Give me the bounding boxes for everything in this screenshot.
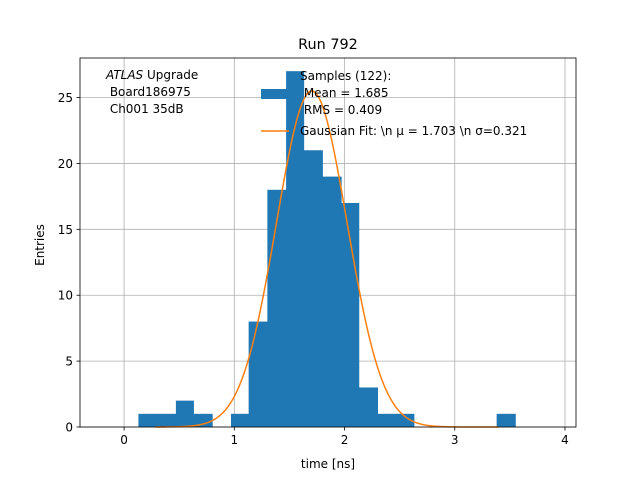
annotation-upgrade: Upgrade [143,68,198,82]
legend-samples-line-2: Mean = 1.685 [300,86,389,100]
x-tick-label: 2 [341,433,349,447]
x-tick-label: 1 [230,433,238,447]
histogram-bar [358,387,378,427]
legend-samples-line-1: Samples (122): [300,69,391,83]
x-tick-label: 4 [561,433,569,447]
legend-samples-line-3: RMS = 0.409 [300,103,382,117]
annotation-atlas: ATLAS [105,68,144,82]
y-tick-label: 20 [58,157,73,171]
legend-fit-label: Gaussian Fit: \n μ = 1.703 \n σ=0.321 [300,124,527,138]
annotation-line-2: Board186975 [106,85,191,99]
plot-frame [79,57,577,428]
histogram-bar [267,189,287,427]
atlas-annotation: ATLAS Upgrade Board186975 Ch001 35dB [105,68,198,116]
histogram-bar [231,413,250,427]
histogram-bar [496,413,516,427]
histogram-bar [322,176,342,427]
y-axis-label: Entries [33,224,47,266]
y-tick-label: 25 [58,91,73,105]
y-tick-label: 10 [58,289,73,303]
legend: Samples (122): Mean = 1.685 RMS = 0.409 … [261,69,527,138]
x-tick-label: 3 [451,433,459,447]
annotation-line-3: Ch001 35dB [106,102,184,116]
y-tick-label: 5 [65,355,73,369]
histogram-bar [157,413,177,427]
annotation-line-1: ATLAS Upgrade [105,68,198,82]
histogram-bar [175,400,194,427]
histogram-bar [138,413,158,427]
histogram-bar [193,413,213,427]
x-tick-label: 0 [120,433,128,447]
y-tick-label: 15 [58,223,73,237]
histogram-bar [396,413,415,427]
histogram-bar [341,202,360,427]
histogram-bar [248,321,268,427]
histogram-bar [303,150,323,427]
histogram-bar [377,413,397,427]
y-tick-label: 0 [65,421,73,435]
y-axis-ticks: 0 5 10 15 20 25 [58,91,80,435]
chart-title: Run 792 [298,37,358,53]
histogram-bar [286,71,305,427]
legend-patch-samples [261,89,289,99]
x-axis-ticks: 0 1 2 3 4 [120,427,569,447]
x-axis-label: time [ns] [301,457,355,471]
